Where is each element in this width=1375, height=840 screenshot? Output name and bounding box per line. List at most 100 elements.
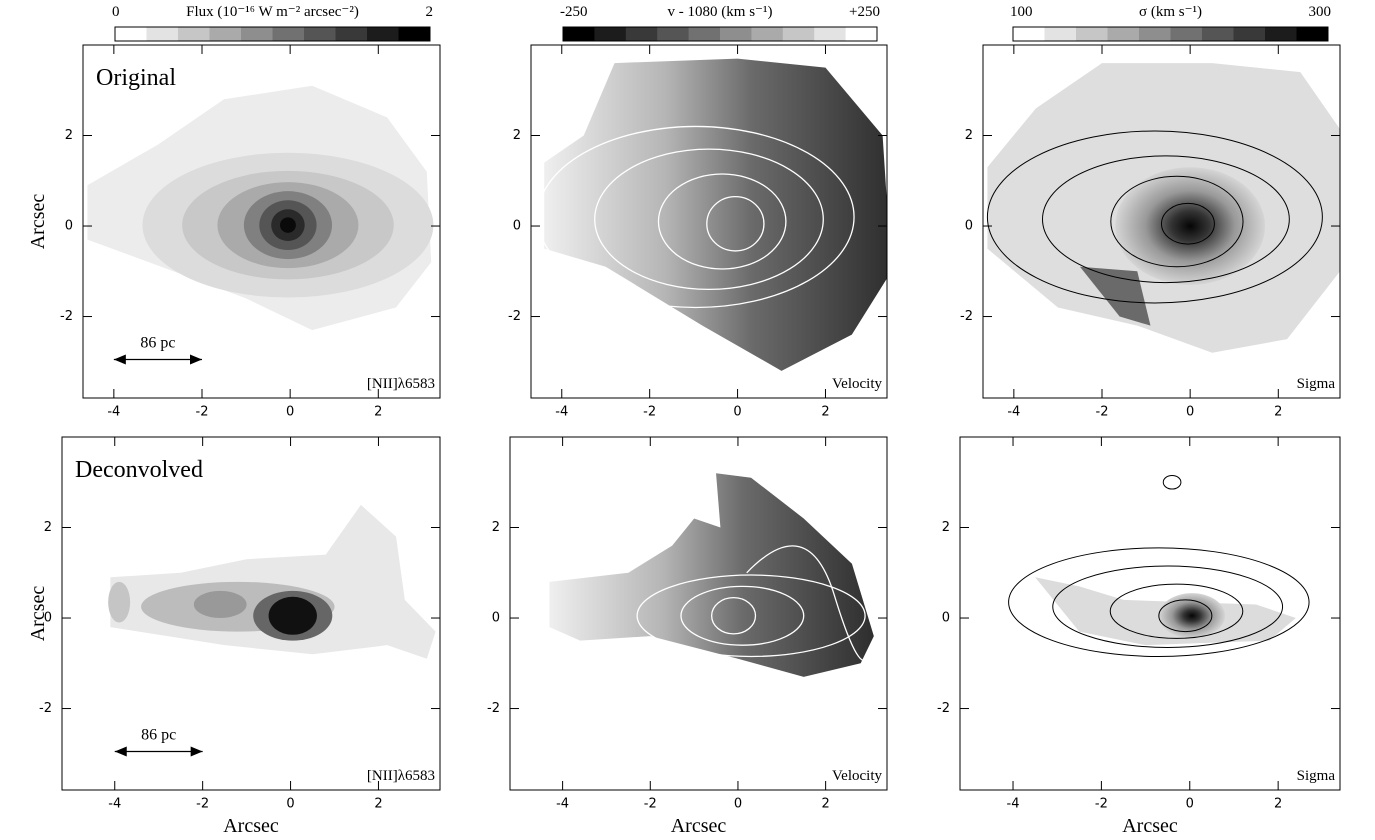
corner-label: Velocity xyxy=(832,768,882,784)
x-tick-label: -2 xyxy=(1096,405,1109,420)
y-tick-label: 2 xyxy=(965,128,973,143)
scale-label: 86 pc xyxy=(140,335,175,352)
x-tick-label: 2 xyxy=(374,405,382,420)
colorbar-step xyxy=(1076,27,1108,41)
corner-label: [NII]λ6583 xyxy=(367,768,435,784)
corner-label: [NII]λ6583 xyxy=(367,376,435,392)
map-level xyxy=(280,217,296,232)
x-tick-label: 0 xyxy=(286,797,294,812)
map-image xyxy=(549,473,873,677)
x-tick-label: -4 xyxy=(555,405,568,420)
map-image xyxy=(1009,475,1309,656)
y-tick-label: -2 xyxy=(487,701,500,716)
colorbar-step xyxy=(657,27,689,41)
arrow-head xyxy=(114,355,126,365)
x-tick-label: 2 xyxy=(374,797,382,812)
map-level xyxy=(194,591,247,618)
panel-label: Deconvolved xyxy=(75,457,203,483)
arrow-head xyxy=(115,747,127,757)
x-tick-label: 0 xyxy=(734,797,742,812)
y-tick-label: 2 xyxy=(513,128,521,143)
y-tick-label: 0 xyxy=(965,219,973,234)
colorbar-step xyxy=(783,27,815,41)
y-tick-label: -2 xyxy=(937,701,950,716)
arrow-head xyxy=(190,355,202,365)
colorbar-step xyxy=(846,27,878,41)
x-tick-label: 2 xyxy=(1274,405,1282,420)
colorbar-tick-label: 100 xyxy=(1010,4,1033,20)
y-tick-label: -2 xyxy=(508,309,521,324)
map-image xyxy=(108,505,435,659)
map-image xyxy=(87,86,433,330)
y-tick-label: 2 xyxy=(492,520,500,535)
y-tick-label: 0 xyxy=(513,219,521,234)
x-tick-label: -2 xyxy=(643,405,656,420)
panel-label: Original xyxy=(96,65,176,91)
y-tick-label: 0 xyxy=(942,611,950,626)
y-tick-label: 0 xyxy=(492,611,500,626)
y-tick-label: 2 xyxy=(44,520,52,535)
x-tick-label: -4 xyxy=(556,797,569,812)
colorbar-step xyxy=(814,27,846,41)
colorbar-title: v - 1080 (km s⁻¹) xyxy=(668,4,773,20)
colorbar-step xyxy=(751,27,783,41)
colorbar-step xyxy=(1265,27,1297,41)
colorbar-tick-label: -250 xyxy=(560,4,588,20)
x-tick-label: 0 xyxy=(1186,405,1194,420)
x-axis-title: Arcsec xyxy=(1122,815,1178,837)
colorbar-step xyxy=(1171,27,1203,41)
corner-label: Sigma xyxy=(1297,376,1336,392)
colorbar-step xyxy=(367,27,399,41)
x-tick-label: -2 xyxy=(196,797,209,812)
colorbar-step xyxy=(336,27,368,41)
corner-label: Sigma xyxy=(1297,768,1336,784)
colorbar-step xyxy=(178,27,210,41)
colorbar-step xyxy=(147,27,179,41)
y-tick-label: -2 xyxy=(60,309,73,324)
x-tick-label: 0 xyxy=(286,405,294,420)
colorbar-tick-label: 2 xyxy=(426,4,434,20)
y-axis-title: Arcsec xyxy=(27,194,49,250)
colorbar-step xyxy=(210,27,242,41)
y-tick-label: -2 xyxy=(960,309,973,324)
colorbar-step xyxy=(273,27,305,41)
figure: Flux (10⁻¹⁶ W m⁻² arcsec⁻²) 0 2 v - 1080 (k… xyxy=(0,0,1375,840)
x-axis-title: Arcsec xyxy=(671,815,727,837)
map-level xyxy=(269,597,317,635)
page: {"colorbars": [ {"label": "Flux (10⁻¹⁶ W… xyxy=(0,0,1375,840)
x-tick-label: -2 xyxy=(644,797,657,812)
colorbar-title: Flux (10⁻¹⁶ W m⁻² arcsec⁻²) xyxy=(186,4,359,20)
colorbar-step xyxy=(241,27,273,41)
y-tick-label: 0 xyxy=(65,219,73,234)
colorbar-step xyxy=(689,27,721,41)
contour xyxy=(1163,475,1181,489)
map-image xyxy=(538,59,892,371)
colorbar-step xyxy=(1108,27,1140,41)
colorbar-step xyxy=(1013,27,1045,41)
x-tick-label: 2 xyxy=(1274,797,1282,812)
colorbar-step xyxy=(1045,27,1077,41)
x-axis-title: Arcsec xyxy=(223,815,279,837)
colorbar-step xyxy=(594,27,626,41)
colorbar-tick-label: +250 xyxy=(849,4,880,20)
x-tick-label: -4 xyxy=(108,797,121,812)
y-axis-title: Arcsec xyxy=(27,586,49,642)
y-tick-label: 2 xyxy=(942,520,950,535)
colorbar-step xyxy=(626,27,658,41)
x-tick-label: -2 xyxy=(1095,797,1108,812)
y-tick-label: -2 xyxy=(39,701,52,716)
colorbar-tick-label: 300 xyxy=(1309,4,1332,20)
x-tick-label: 0 xyxy=(1186,797,1194,812)
colorbar-step xyxy=(1234,27,1266,41)
map-image xyxy=(987,63,1344,353)
colorbar-step xyxy=(115,27,147,41)
colorbar-step xyxy=(1202,27,1234,41)
colorbar-title: σ (km s⁻¹) xyxy=(1139,4,1202,20)
colorbar-tick-label: 0 xyxy=(112,4,120,20)
colorbar-step xyxy=(563,27,595,41)
colorbar-step xyxy=(720,27,752,41)
y-tick-label: 2 xyxy=(65,128,73,143)
x-tick-label: -2 xyxy=(196,405,209,420)
x-tick-label: -4 xyxy=(1007,797,1020,812)
colorbar-step xyxy=(1139,27,1171,41)
